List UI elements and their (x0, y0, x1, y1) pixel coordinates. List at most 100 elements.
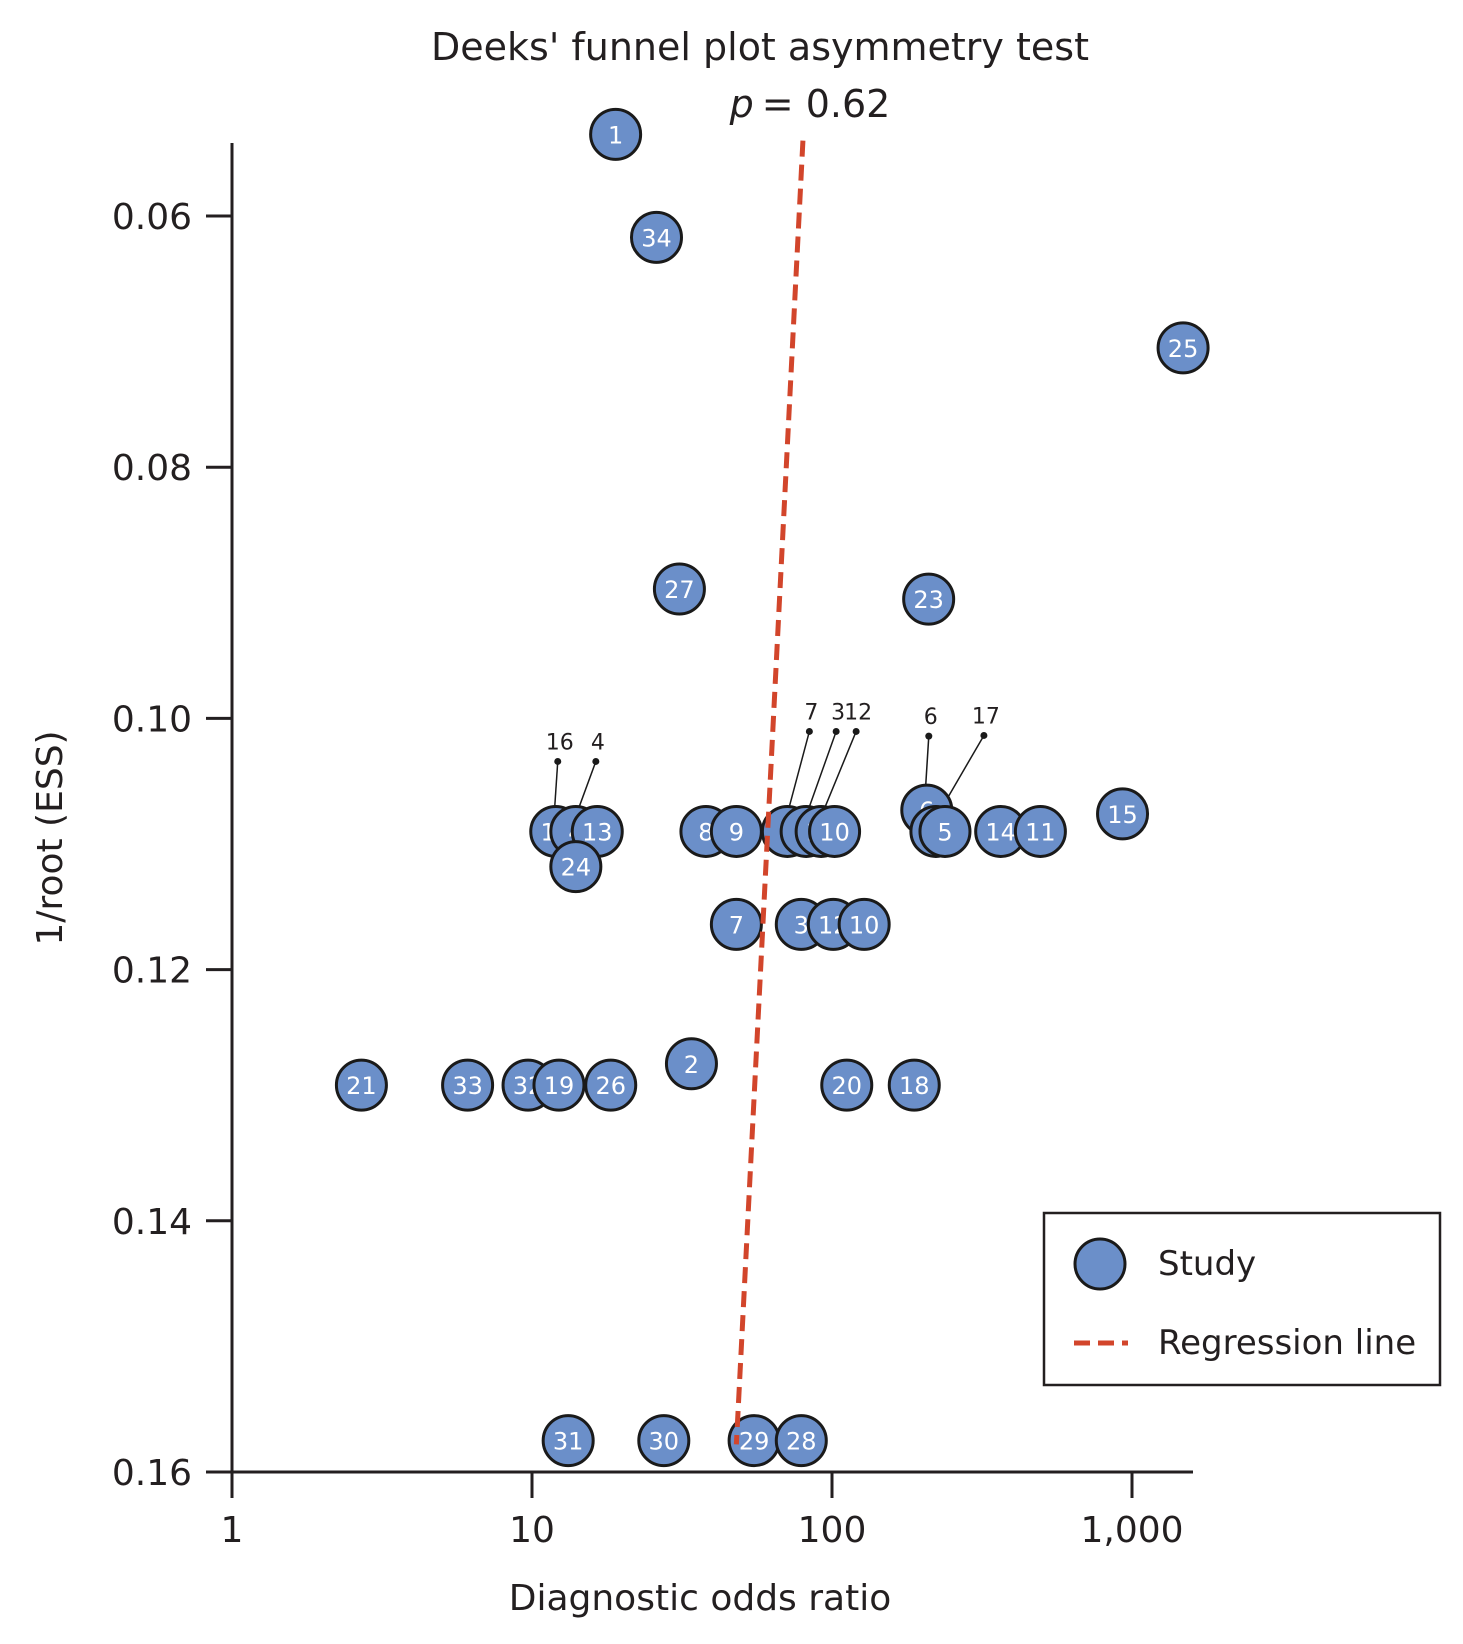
p-value-text: = 0.62 (762, 82, 891, 126)
callout-dot (852, 727, 860, 735)
p-value-annotation: p = 0.62 (729, 82, 891, 126)
study-label: 11 (1025, 818, 1056, 846)
y-tick-label: 0.06 (112, 197, 192, 238)
study-label: 1 (608, 121, 623, 149)
x-axis: 1 10 100 1,000 (221, 1470, 1193, 1551)
callout-dot (805, 727, 813, 735)
study-point: 23 (902, 572, 956, 626)
study-point: 33 (441, 1058, 495, 1112)
y-axis: 0.06 0.08 0.10 0.12 0.14 0.16 (112, 143, 234, 1494)
study-point: 18 (887, 1058, 941, 1112)
y-axis-title: 1/root (ESS) (30, 730, 71, 945)
study-point: 25 (1156, 321, 1210, 375)
study-point: 30 (637, 1414, 691, 1468)
legend: Study Regression line (1042, 1211, 1442, 1387)
study-label: 21 (346, 1072, 377, 1100)
study-label: 29 (739, 1428, 770, 1456)
study-point: 31 (541, 1414, 595, 1468)
study-label: 25 (1168, 335, 1199, 363)
legend-study-label: Study (1158, 1244, 1256, 1284)
study-marker (820, 1058, 874, 1112)
study-points: 1342527231641324897312106175141115731210… (334, 107, 1210, 1468)
study-label: 20 (831, 1072, 862, 1100)
study-marker (808, 804, 862, 858)
study-marker (629, 210, 683, 264)
study-point: 29 (727, 1414, 781, 1468)
callout-dot (980, 731, 988, 739)
callout-label: 3 (831, 700, 845, 725)
study-point: 10 (808, 804, 862, 858)
study-marker (918, 804, 972, 858)
study-point: 26 (584, 1058, 638, 1112)
x-tick-label: 100 (798, 1510, 867, 1551)
callout-dot (554, 757, 562, 765)
study-label: 13 (582, 818, 613, 846)
p-symbol: p (729, 82, 754, 126)
study-label: 24 (561, 854, 592, 882)
callout-dot (592, 757, 600, 765)
x-axis-title: Diagnostic odds ratio (509, 1578, 892, 1619)
legend-regression-label: Regression line (1158, 1323, 1416, 1363)
study-marker (1013, 804, 1067, 858)
study-point: 1 (589, 107, 643, 161)
study-label: 14 (985, 818, 1016, 846)
callout-label: 17 (972, 704, 1000, 729)
study-point: 5 (918, 804, 972, 858)
x-tick-label: 1,000 (1080, 1510, 1183, 1551)
study-point: 27 (652, 562, 706, 616)
regression-layer (733, 140, 806, 1445)
regression-line (733, 140, 806, 1445)
study-label: 26 (595, 1072, 626, 1100)
study-label: 19 (544, 1072, 575, 1100)
y-tick-label: 0.08 (112, 448, 192, 489)
study-point: 28 (774, 1414, 828, 1468)
callout-label: 4 (591, 730, 605, 755)
study-marker (1156, 321, 1210, 375)
study-label: 28 (786, 1428, 817, 1456)
study-label: 23 (913, 586, 944, 614)
study-label: 33 (452, 1072, 483, 1100)
callout-label: 12 (844, 700, 872, 725)
study-label: 18 (899, 1072, 930, 1100)
study-marker (664, 1037, 718, 1091)
study-label: 7 (729, 911, 744, 939)
callout-label: 16 (546, 730, 574, 755)
study-label: 2 (684, 1051, 699, 1079)
study-point: 11 (1013, 804, 1067, 858)
callout-dot (925, 732, 933, 740)
study-marker (652, 562, 706, 616)
study-point: 21 (334, 1058, 388, 1112)
study-marker (441, 1058, 495, 1112)
study-label: 8 (698, 818, 713, 846)
study-marker (541, 1414, 595, 1468)
y-tick-label: 0.14 (112, 1202, 192, 1243)
study-label: 30 (649, 1428, 680, 1456)
study-marker (709, 897, 763, 951)
study-point: 2 (664, 1037, 718, 1091)
study-label: 3 (794, 911, 809, 939)
study-marker (549, 840, 603, 894)
study-marker (837, 897, 891, 951)
study-label: 34 (641, 224, 672, 252)
study-label: 10 (849, 911, 880, 939)
legend-study-marker (1073, 1237, 1127, 1291)
x-tick-label: 1 (221, 1510, 244, 1551)
study-point: 24 (549, 840, 603, 894)
study-point: 7 (709, 897, 763, 951)
study-label: 27 (664, 576, 695, 604)
study-marker (589, 107, 643, 161)
study-point: 9 (709, 804, 763, 858)
study-marker (532, 1058, 586, 1112)
y-tick-label: 0.12 (112, 951, 192, 992)
study-label: 9 (729, 818, 744, 846)
study-marker (637, 1414, 691, 1468)
study-point: 20 (820, 1058, 874, 1112)
study-marker (774, 1414, 828, 1468)
callout-dot (832, 727, 840, 735)
chart-title: Deeks' funnel plot asymmetry test (431, 25, 1089, 69)
study-point: 15 (1096, 787, 1150, 841)
callout-label: 6 (924, 705, 938, 730)
y-tick-label: 0.10 (112, 699, 192, 740)
study-label: 5 (937, 818, 952, 846)
